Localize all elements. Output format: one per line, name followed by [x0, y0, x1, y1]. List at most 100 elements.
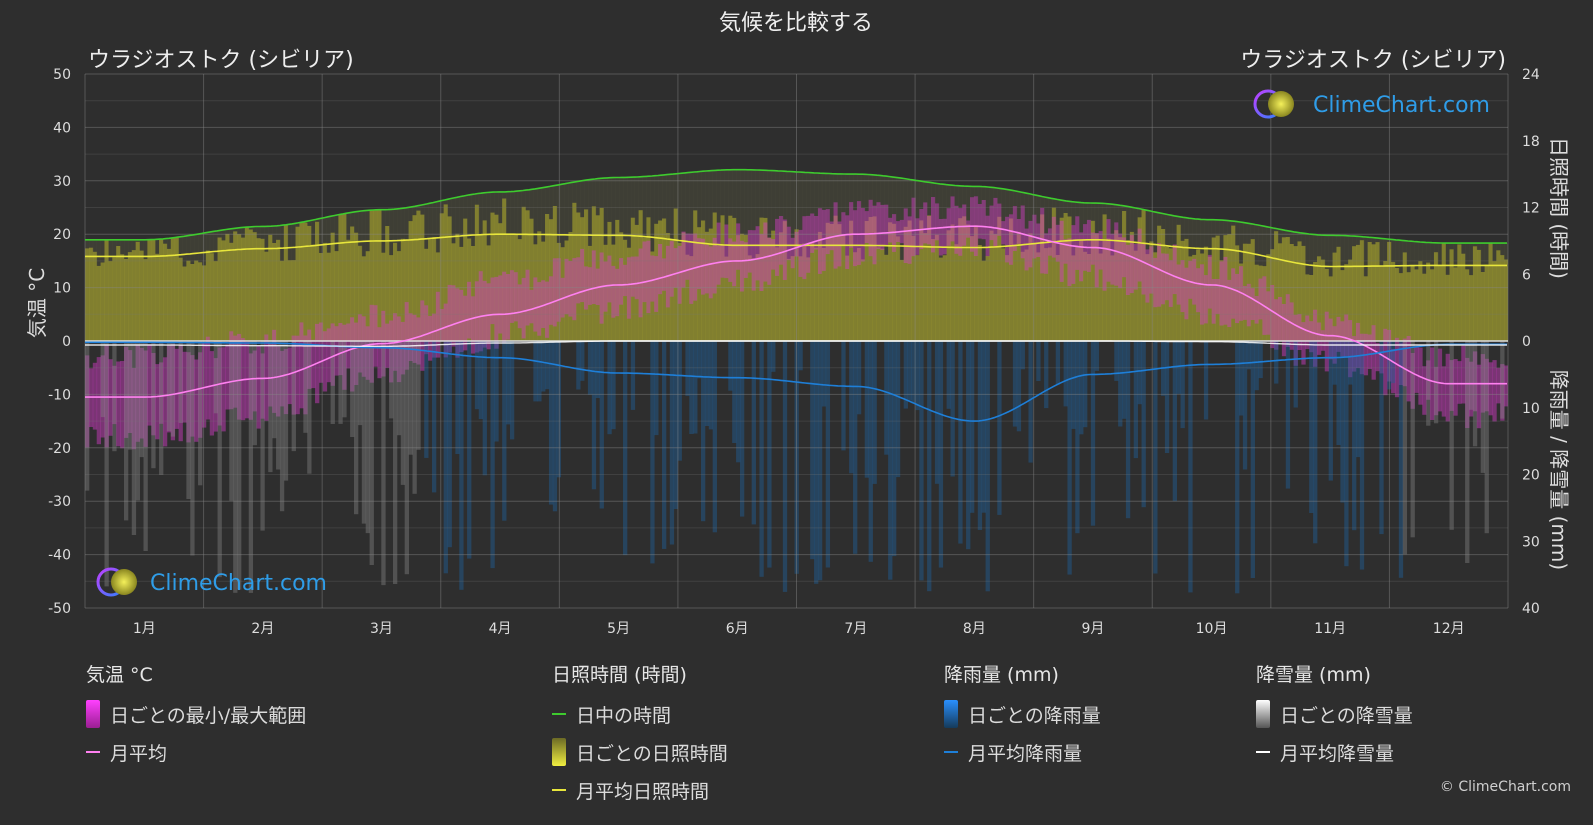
temp-range-day-bar — [1430, 347, 1435, 420]
legend-temp-mean: 月平均 — [86, 739, 306, 765]
legend-snow-mean: 月平均降雪量 — [1256, 739, 1413, 765]
sunshine-day-bar — [147, 239, 152, 341]
sunshine-day-bar — [424, 248, 429, 341]
sunshine-day-bar — [233, 231, 238, 341]
sunshine-day-bar — [607, 221, 612, 341]
rain-day-bar — [1055, 341, 1061, 385]
temp-range-day-bar — [1461, 345, 1466, 404]
location-right: ウラジオストク (シビリア) — [1240, 48, 1506, 73]
rain-day-bar — [1258, 341, 1263, 379]
temp-range-day-bar — [1129, 235, 1135, 294]
sunshine-day-bar — [681, 232, 686, 341]
sunshine-day-bar — [1203, 246, 1209, 341]
sunshine-day-bar — [108, 261, 113, 341]
logo-text-bottom: ClimeChart.com — [150, 571, 327, 596]
sunshine-day-bar — [1133, 250, 1139, 341]
rain-daily-swatch — [944, 700, 958, 728]
sunshine-day-bar — [299, 222, 304, 341]
sunshine-day-bar — [162, 243, 168, 341]
temp-range-day-bar — [1051, 216, 1057, 258]
legend-temp-mean-label: 月平均 — [110, 742, 168, 765]
sunshine-day-bar — [888, 222, 893, 341]
sunshine-day-bar — [330, 232, 335, 341]
sunshine-day-bar — [1044, 248, 1049, 341]
temp-range-day-bar — [159, 362, 164, 424]
daylight-day-bar — [724, 169, 729, 341]
temp-range-day-bar — [841, 212, 846, 246]
sunshine-day-bar — [1137, 217, 1142, 341]
temp-range-day-bar — [1348, 320, 1353, 378]
snow-day-bar — [237, 341, 242, 590]
rain-day-bar — [1153, 341, 1158, 574]
temp-range-day-bar — [931, 197, 936, 253]
sunshine-day-bar — [1266, 254, 1271, 341]
rain-day-bar — [607, 341, 612, 435]
sunshine-day-bar — [623, 239, 628, 341]
sunshine-day-bar — [1418, 261, 1423, 341]
temp-range-day-bar — [545, 281, 550, 338]
snow-day-bar — [342, 341, 347, 418]
sunshine-day-bar — [1289, 244, 1294, 341]
sunshine-day-bar — [1297, 241, 1302, 341]
sunshine-day-bar — [1067, 216, 1072, 341]
temp-range-day-bar — [509, 270, 515, 323]
sunshine-day-bar — [1430, 269, 1435, 341]
temp-range-day-bar — [521, 277, 526, 339]
sunshine-day-bar — [1437, 265, 1443, 341]
temp-range-day-bar — [1180, 260, 1185, 313]
temp-range-day-bar — [814, 216, 819, 250]
temp-range-day-bar — [923, 202, 928, 244]
sunshine-day-bar — [576, 212, 581, 341]
sunshine-day-bar — [1063, 213, 1068, 341]
temp-range-day-bar — [1375, 342, 1380, 372]
temp-range-day-bar — [1090, 232, 1096, 265]
rain-day-bar — [455, 341, 460, 454]
temp-range-day-bar — [147, 344, 152, 426]
sunshine-day-bar — [1040, 214, 1045, 341]
temp-range-day-bar — [751, 230, 756, 291]
sunshine-day-bar — [291, 260, 296, 341]
snow-day-bar — [412, 341, 417, 494]
temp-range-day-bar — [424, 305, 429, 355]
sunshine-day-bar — [724, 256, 729, 341]
temp-range-swatch — [86, 700, 100, 728]
rain-day-bar — [1242, 341, 1248, 470]
x-tick-label: 7月 — [844, 621, 867, 637]
sunshine-day-bar — [404, 239, 409, 341]
sunshine-day-bar — [1122, 211, 1127, 341]
rain-day-bar — [782, 341, 788, 592]
sunshine-day-bar — [1410, 265, 1415, 341]
rain-day-bar — [1083, 341, 1088, 428]
temp-range-day-bar — [1437, 348, 1443, 412]
sunshine-day-bar — [911, 235, 916, 341]
rain-day-bar — [431, 341, 437, 493]
temp-range-day-bar — [580, 248, 585, 303]
sunshine-day-bar — [915, 255, 920, 341]
sunshine-day-bar — [556, 242, 562, 341]
sunshine-day-bar — [104, 239, 109, 341]
temp-range-day-bar — [127, 350, 133, 433]
sunshine-day-bar — [1020, 251, 1025, 341]
sunshine-day-bar — [131, 250, 137, 341]
sunshine-day-bar — [954, 244, 959, 341]
snow-day-bar — [178, 341, 183, 423]
rain-day-bar — [853, 341, 858, 554]
temp-range-day-bar — [1242, 286, 1248, 320]
temp-range-day-bar — [1184, 267, 1189, 320]
temp-range-day-bar — [1227, 279, 1232, 327]
temp-range-day-bar — [1125, 244, 1131, 295]
daylight-day-bar — [786, 171, 792, 341]
sunshine-day-bar — [494, 214, 499, 341]
sunshine-day-bar — [1231, 225, 1236, 341]
rain-mean-swatch — [944, 751, 958, 753]
temp-range-day-bar — [525, 269, 530, 326]
rain-day-bar — [669, 341, 675, 545]
rain-day-bar — [1352, 341, 1357, 531]
sunshine-day-bar — [798, 256, 803, 341]
temp-range-day-bar — [1406, 336, 1411, 402]
temp-range-day-bar — [989, 205, 994, 241]
sunshine-day-bar — [100, 262, 105, 341]
temp-range-day-bar — [272, 329, 277, 413]
y-left-tick-label: 20 — [53, 227, 71, 243]
sunshine-day-bar — [552, 206, 558, 341]
